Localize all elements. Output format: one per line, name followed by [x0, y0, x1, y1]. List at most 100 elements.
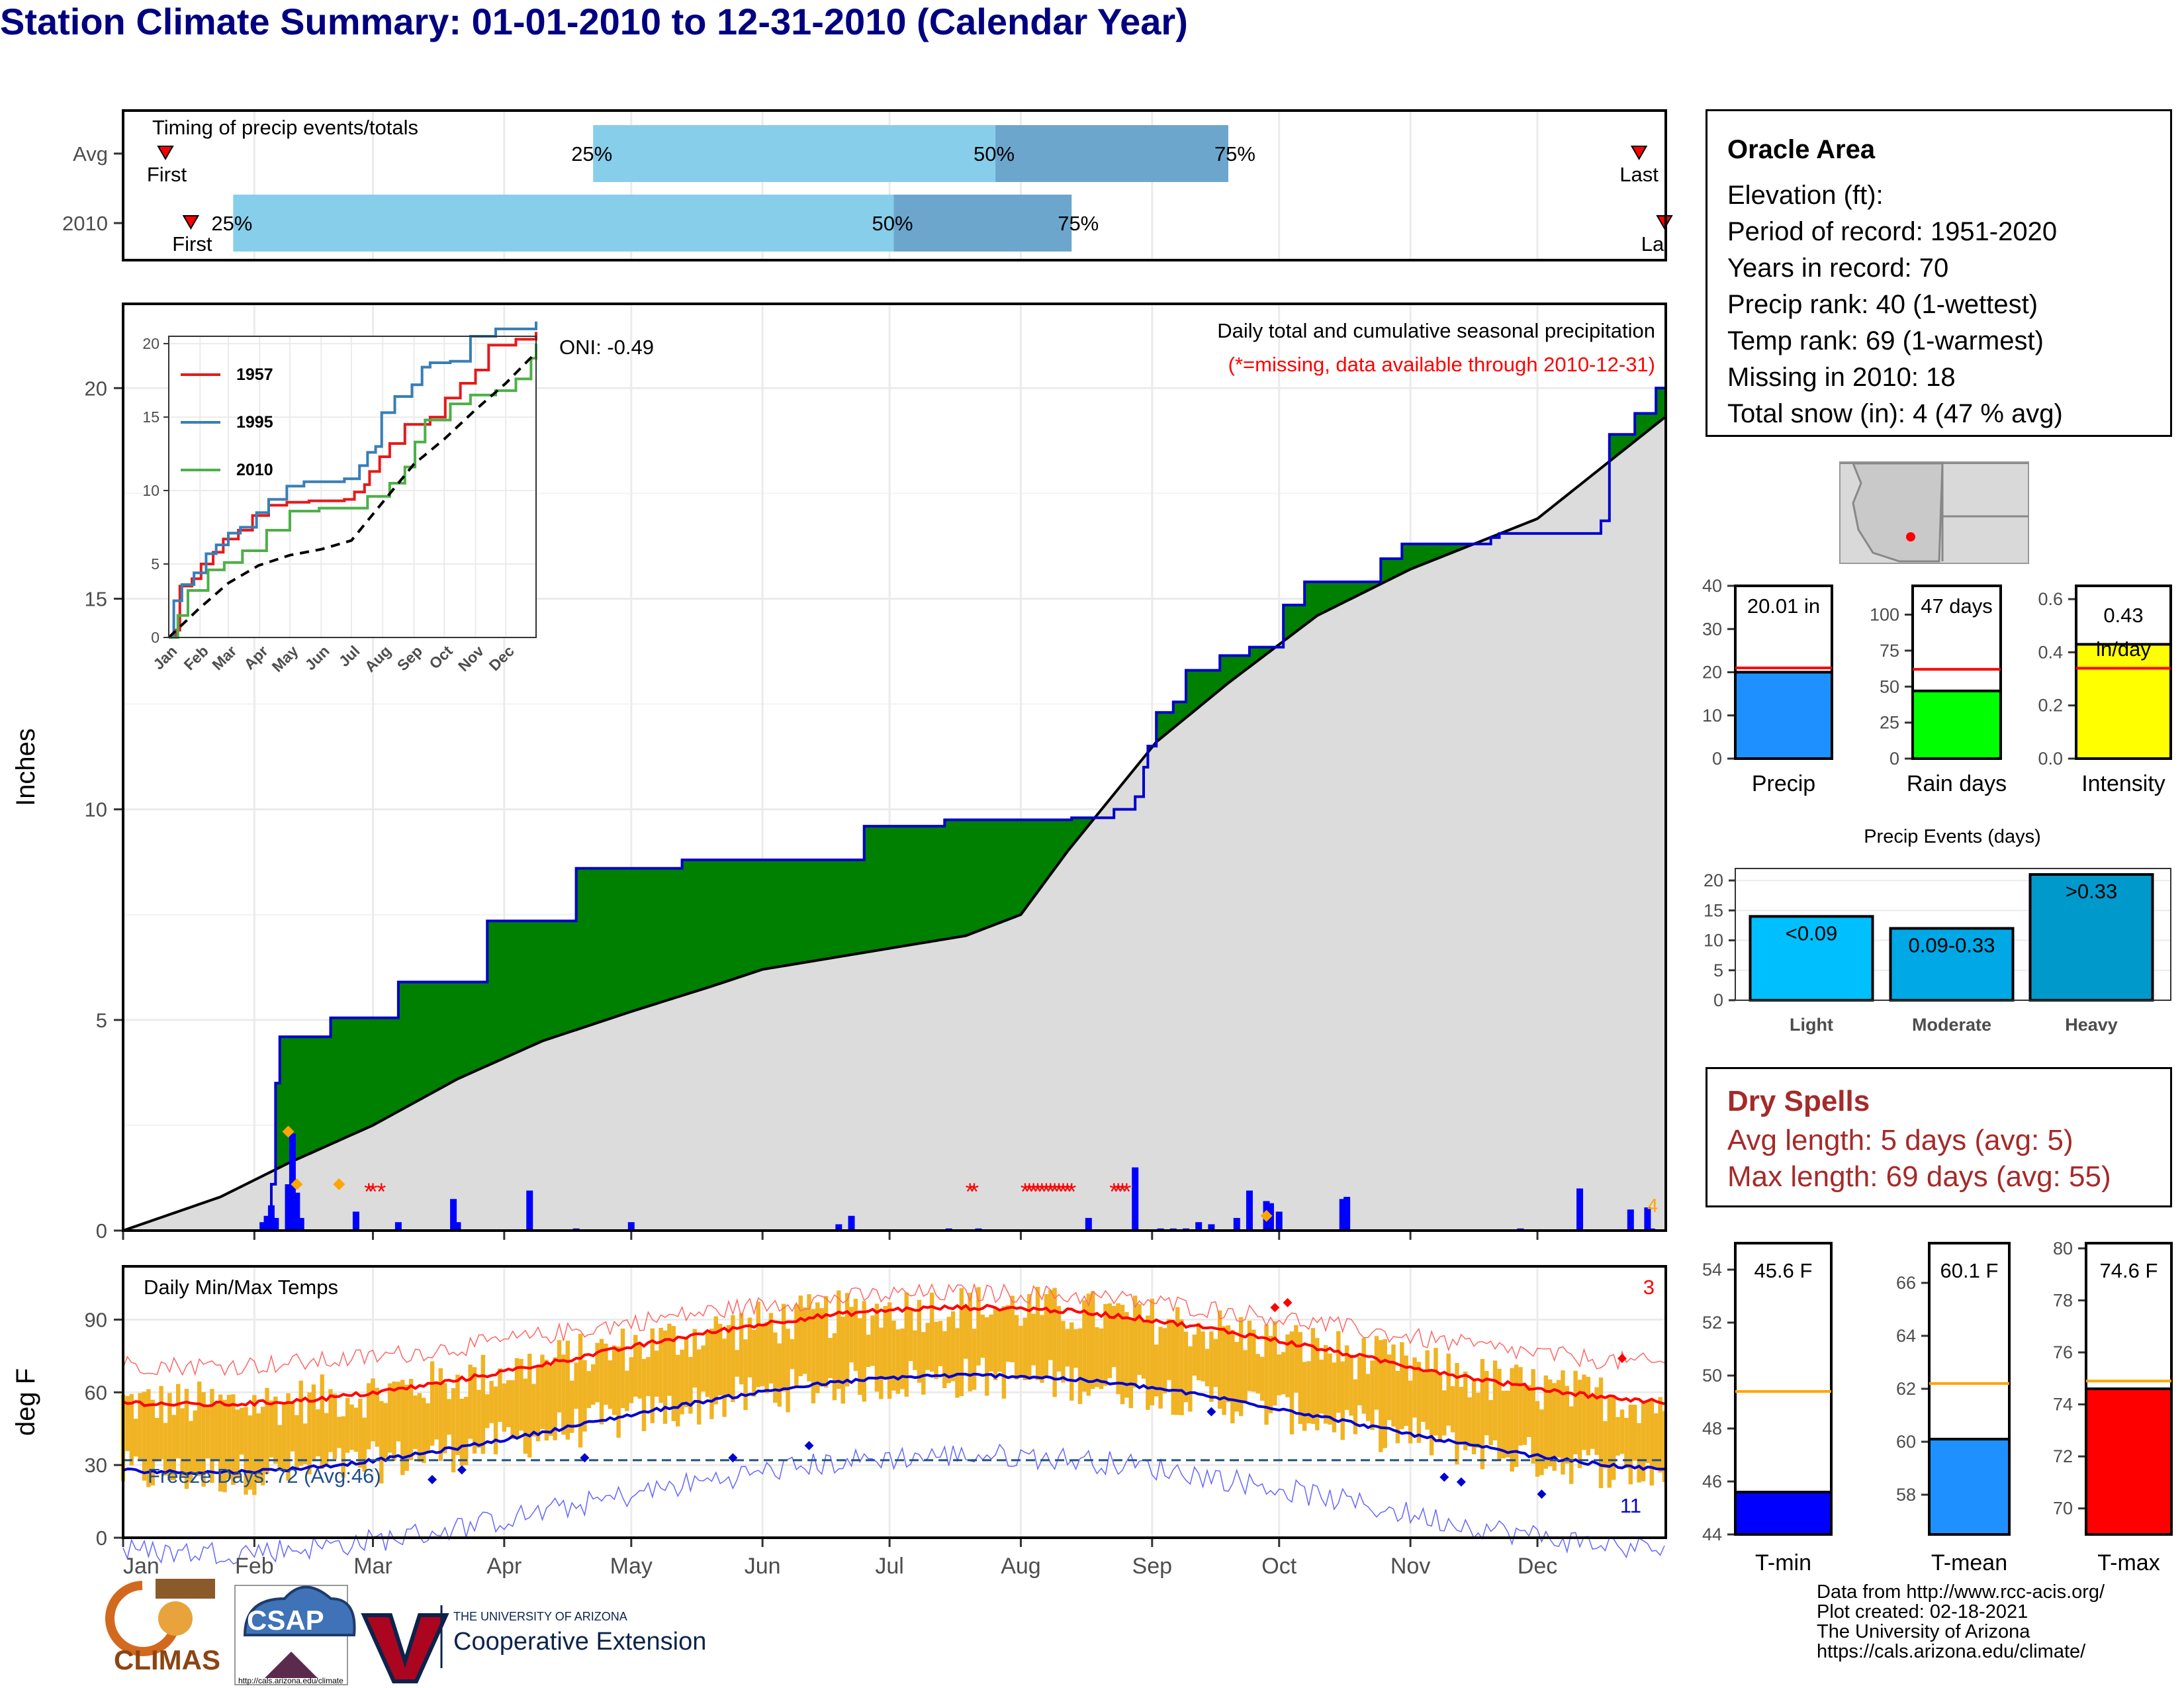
temp-daily-bar	[837, 1290, 841, 1389]
inset-ytick-label: 0	[151, 629, 159, 646]
precip-surplus-fill	[1199, 670, 1204, 708]
precip-surplus-fill	[1432, 543, 1437, 561]
location-map	[1839, 461, 2029, 564]
precip-surplus-fill	[326, 1037, 332, 1147]
precip-surplus-fill	[842, 860, 848, 957]
temp-daily-bar	[717, 1323, 723, 1396]
tempbar-ytick-label: 66	[1896, 1273, 1916, 1293]
temp-daily-bar	[1569, 1406, 1574, 1484]
events-category-label: Heavy	[2065, 1015, 2118, 1035]
precip-surplus-fill	[707, 860, 712, 988]
precip-surplus-fill	[1287, 605, 1293, 638]
precip-surplus-fill	[860, 860, 865, 954]
precip-surplus-fill	[1054, 820, 1060, 869]
temp-daily-bar	[210, 1389, 214, 1483]
month-label: Mar	[353, 1554, 392, 1579]
events-bar	[1749, 915, 1874, 1002]
station-name: Oracle Area	[1727, 135, 1876, 164]
temp-daily-bar	[1628, 1405, 1633, 1485]
precip-surplus-fill	[961, 820, 966, 937]
temp-daily-bar	[938, 1321, 943, 1366]
climas-logo-text: CLIMAS	[114, 1644, 220, 1675]
summary-ytick-label: 30	[1702, 619, 1722, 639]
temp-daily-bar	[1027, 1293, 1032, 1380]
precip-surplus-fill	[643, 868, 649, 1008]
temp-daily-bar	[659, 1327, 663, 1403]
timing-title: Timing of precip events/totals	[152, 116, 418, 139]
precip-surplus-fill	[703, 860, 708, 989]
temp-daily-bar	[1112, 1305, 1116, 1368]
precip-surplus-fill	[618, 868, 623, 1016]
summary-value-label: 47 days	[1921, 594, 1993, 618]
summary-ytick-label: 0.0	[2038, 749, 2063, 769]
precip-surplus-fill	[1435, 543, 1441, 559]
precip-daily-bar	[352, 1211, 359, 1231]
timing-p25-label: 25%	[571, 142, 612, 165]
timing-panel-border	[122, 109, 1667, 261]
summary-ytick-label: 100	[1870, 605, 1899, 625]
precip-surplus-fill	[355, 1017, 361, 1133]
temp-daily-bar	[159, 1385, 163, 1460]
precip-surplus-fill	[830, 860, 835, 959]
temp-daily-bar	[375, 1387, 380, 1447]
temp-daily-bar	[1408, 1380, 1413, 1444]
temp-daily-bar	[1531, 1369, 1535, 1464]
temp-daily-bar	[760, 1325, 765, 1386]
precip-surplus-fill	[1308, 582, 1314, 622]
temp-daily-bar	[519, 1358, 523, 1431]
precip-surplus-fill	[1169, 712, 1174, 732]
summary-bar-fill	[2075, 643, 2172, 760]
station-temp-rank: Temp rank: 69 (1-warmest)	[1727, 326, 2044, 355]
temp-daily-bar	[786, 1329, 790, 1413]
precip-surplus-fill	[673, 868, 678, 998]
precip-surplus-fill	[1326, 582, 1331, 612]
temp-daily-bar	[1162, 1328, 1167, 1393]
precip-surplus-fill	[406, 982, 412, 1107]
precip-surplus-fill	[864, 826, 869, 953]
temp-daily-bar	[286, 1393, 291, 1481]
precip-surplus-fill	[377, 1017, 382, 1123]
temp-daily-bar	[1467, 1397, 1472, 1447]
temp-daily-bar	[298, 1380, 303, 1466]
temp-daily-bar	[879, 1327, 884, 1399]
temp-daily-bar	[1450, 1386, 1455, 1432]
station-elevation: Elevation (ft):	[1727, 181, 1884, 210]
precip-surplus-fill	[978, 820, 983, 931]
temp-daily-bar	[1230, 1329, 1235, 1424]
precip-surplus-fill	[639, 868, 645, 1009]
precip-missing-marker: *	[1063, 1178, 1072, 1205]
record-low-marker	[1456, 1477, 1466, 1487]
precip-daily-bar	[1246, 1190, 1253, 1231]
summary-bar-fill	[1911, 689, 2002, 761]
summary-ytick-label: 25	[1880, 713, 1899, 733]
temp-daily-bar	[1243, 1350, 1248, 1402]
temp-daily-bar	[413, 1395, 418, 1449]
temp-daily-bar	[841, 1317, 845, 1404]
precip-surplus-fill	[631, 868, 636, 1012]
precip-surplus-fill	[623, 868, 628, 1015]
temp-daily-bar	[582, 1360, 587, 1432]
precip-surplus-fill	[1651, 413, 1657, 428]
precip-surplus-fill	[1410, 543, 1416, 569]
precip-daily-bar	[454, 1222, 461, 1231]
precip-surplus-fill	[1257, 647, 1263, 661]
temp-daily-bar	[1056, 1305, 1062, 1372]
temp-daily-bar	[1353, 1379, 1358, 1434]
temp-daily-bar	[1501, 1390, 1506, 1458]
precip-surplus-fill	[800, 860, 805, 963]
temp-daily-bar	[544, 1360, 549, 1441]
temp-daily-bar	[722, 1338, 727, 1417]
precip-surplus-fill	[512, 921, 518, 1055]
precip-surplus-fill	[525, 921, 530, 1049]
temp-daily-bar	[997, 1309, 1002, 1372]
temp-daily-bar	[1437, 1374, 1443, 1443]
precip-surplus-fill	[745, 860, 751, 975]
precip-surplus-fill	[1368, 582, 1373, 590]
precip-surplus-fill	[1228, 655, 1233, 683]
precip-surplus-fill	[699, 860, 704, 990]
temp-daily-bar	[1586, 1376, 1591, 1456]
temp-daily-bar	[1471, 1381, 1477, 1454]
precip-surplus-fill	[851, 860, 856, 955]
temp-daily-bar	[807, 1294, 811, 1382]
temp-daily-bar	[570, 1380, 574, 1433]
